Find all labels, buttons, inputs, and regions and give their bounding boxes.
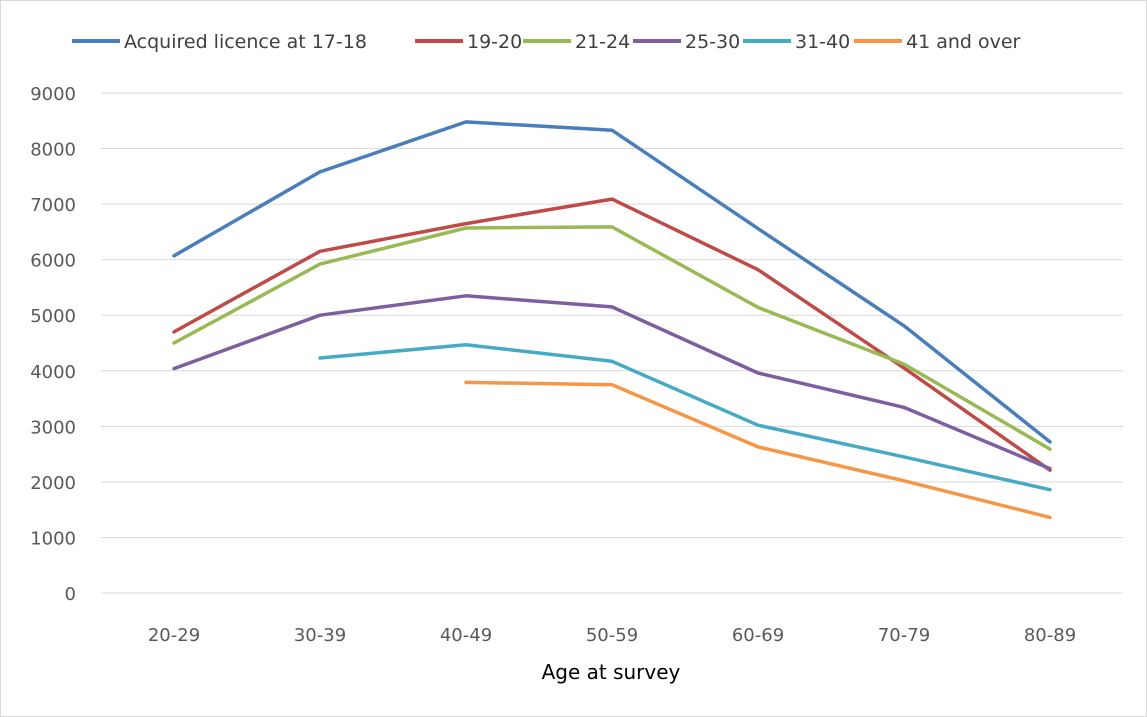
y-tick-label: 5000 xyxy=(30,306,76,327)
series-line xyxy=(172,197,1052,472)
legend-label: Acquired licence at 17-18 xyxy=(124,31,367,53)
y-tick-label: 7000 xyxy=(30,195,76,216)
y-axis-ticks: 0 1000 2000 3000 4000 5000 6000 7000 8000 9000 xyxy=(30,84,76,605)
y-tick-label: 6000 xyxy=(30,251,76,272)
legend-label: 25-30 xyxy=(685,31,740,53)
legend-label: 31-40 xyxy=(795,31,850,53)
y-tick-label: 4000 xyxy=(30,362,76,383)
series-line xyxy=(172,225,1052,451)
y-tick-label: 0 xyxy=(65,584,76,605)
x-tick-label: 80-89 xyxy=(1024,625,1076,646)
series-line xyxy=(172,120,1052,444)
y-tick-label: 1000 xyxy=(30,528,76,549)
y-tick-label: 3000 xyxy=(30,417,76,438)
x-axis-ticks: 20-29 30-39 40-49 50-59 60-69 70-79 80-89 xyxy=(148,625,1076,646)
legend-label: 41 and over xyxy=(906,31,1021,53)
x-tick-label: 60-69 xyxy=(732,625,784,646)
y-tick-label: 8000 xyxy=(30,140,76,161)
legend-label: 21-24 xyxy=(575,31,630,53)
legend: Acquired licence at 17-18 19-20 21-24 25-30… xyxy=(72,31,1021,53)
x-tick-label: 20-29 xyxy=(148,625,200,646)
series-line xyxy=(172,294,1052,471)
legend-label: 19-20 xyxy=(467,31,522,53)
series-line xyxy=(464,380,1052,520)
series-line xyxy=(318,342,1052,492)
y-tick-label: 2000 xyxy=(30,473,76,494)
x-tick-label: 40-49 xyxy=(440,625,492,646)
gridlines xyxy=(101,92,1123,594)
x-tick-label: 50-59 xyxy=(586,625,638,646)
x-tick-label: 30-39 xyxy=(294,625,346,646)
y-tick-label: 9000 xyxy=(30,84,76,105)
series-lines xyxy=(172,120,1052,520)
x-axis-title: Age at survey xyxy=(542,660,681,684)
x-tick-label: 70-79 xyxy=(878,625,930,646)
